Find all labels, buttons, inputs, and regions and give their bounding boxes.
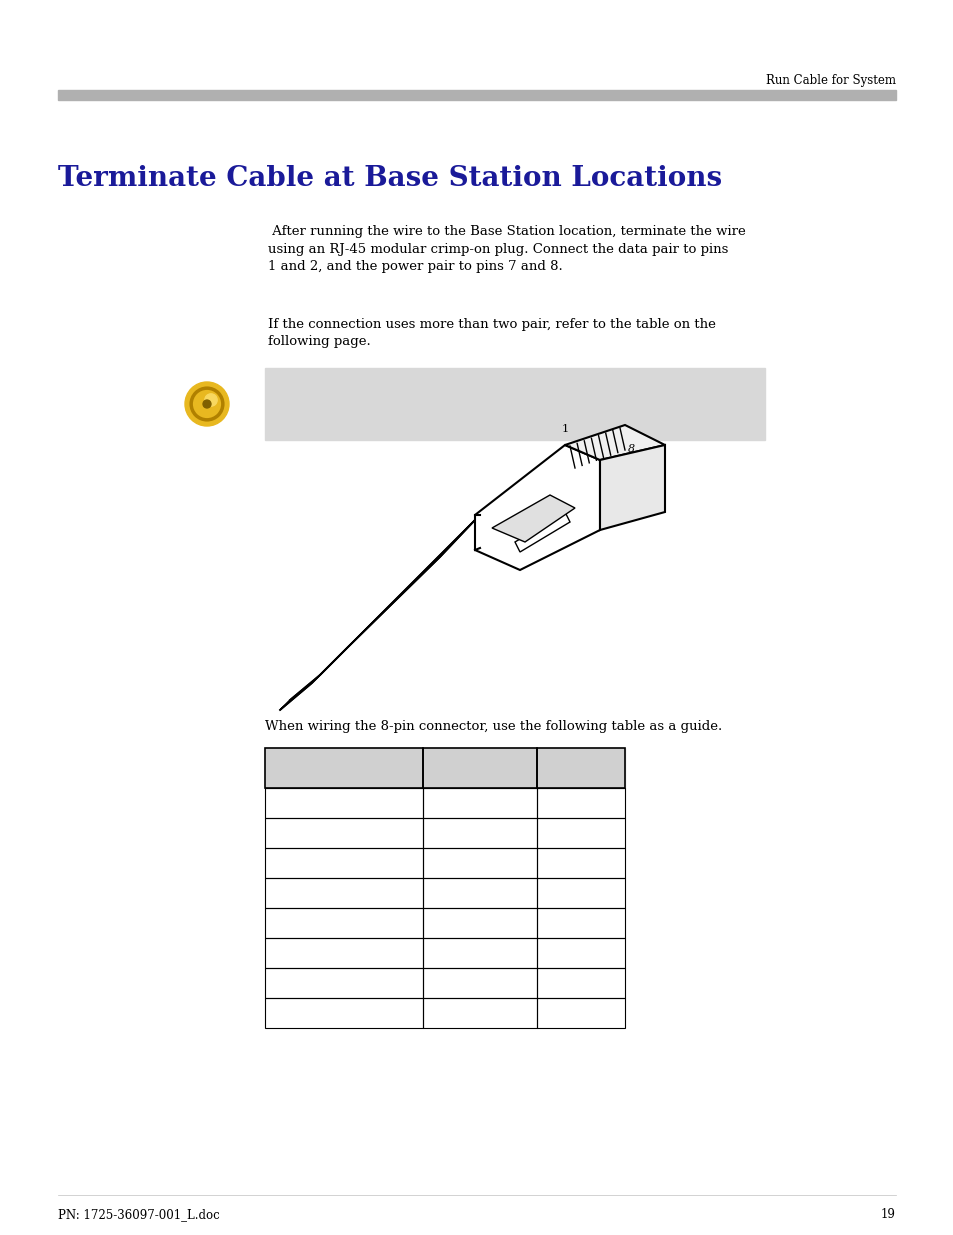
Text: 1: 1 xyxy=(561,424,569,433)
Bar xyxy=(58,90,895,100)
Bar xyxy=(265,908,422,939)
Bar xyxy=(422,788,537,818)
Bar xyxy=(422,939,537,968)
Text: Run Cable for System: Run Cable for System xyxy=(765,74,895,86)
Polygon shape xyxy=(492,495,575,542)
Bar xyxy=(537,848,624,878)
Bar xyxy=(422,998,537,1028)
Bar xyxy=(265,848,422,878)
Text: After running the wire to the Base Station location, terminate the wire
using an: After running the wire to the Base Stati… xyxy=(268,225,745,273)
Bar xyxy=(537,908,624,939)
Text: PN: 1725-36097-001_L.doc: PN: 1725-36097-001_L.doc xyxy=(58,1209,219,1221)
Bar xyxy=(537,788,624,818)
Polygon shape xyxy=(475,445,599,571)
Bar xyxy=(265,878,422,908)
Bar xyxy=(537,968,624,998)
Circle shape xyxy=(185,382,229,426)
Bar xyxy=(537,998,624,1028)
Text: 19: 19 xyxy=(881,1209,895,1221)
Bar xyxy=(265,939,422,968)
Polygon shape xyxy=(599,445,664,530)
Polygon shape xyxy=(515,513,569,552)
Bar xyxy=(265,788,422,818)
Bar xyxy=(265,368,764,440)
Bar xyxy=(265,748,422,788)
Circle shape xyxy=(203,400,211,408)
Bar xyxy=(265,748,624,788)
Bar xyxy=(422,908,537,939)
Bar xyxy=(537,939,624,968)
Bar xyxy=(537,818,624,848)
Bar xyxy=(265,818,422,848)
Bar xyxy=(422,848,537,878)
Bar xyxy=(422,878,537,908)
Bar xyxy=(537,748,624,788)
Bar xyxy=(422,818,537,848)
Text: Terminate Cable at Base Station Locations: Terminate Cable at Base Station Location… xyxy=(58,165,721,191)
Bar xyxy=(422,748,537,788)
Text: If the connection uses more than two pair, refer to the table on the
following p: If the connection uses more than two pai… xyxy=(268,317,715,348)
Polygon shape xyxy=(280,515,479,710)
Bar xyxy=(265,968,422,998)
Bar xyxy=(537,878,624,908)
Text: When wiring the 8-pin connector, use the following table as a guide.: When wiring the 8-pin connector, use the… xyxy=(265,720,721,734)
Polygon shape xyxy=(564,425,664,459)
Bar xyxy=(422,968,537,998)
Circle shape xyxy=(205,394,217,406)
Text: 8: 8 xyxy=(627,445,635,454)
Bar xyxy=(265,998,422,1028)
